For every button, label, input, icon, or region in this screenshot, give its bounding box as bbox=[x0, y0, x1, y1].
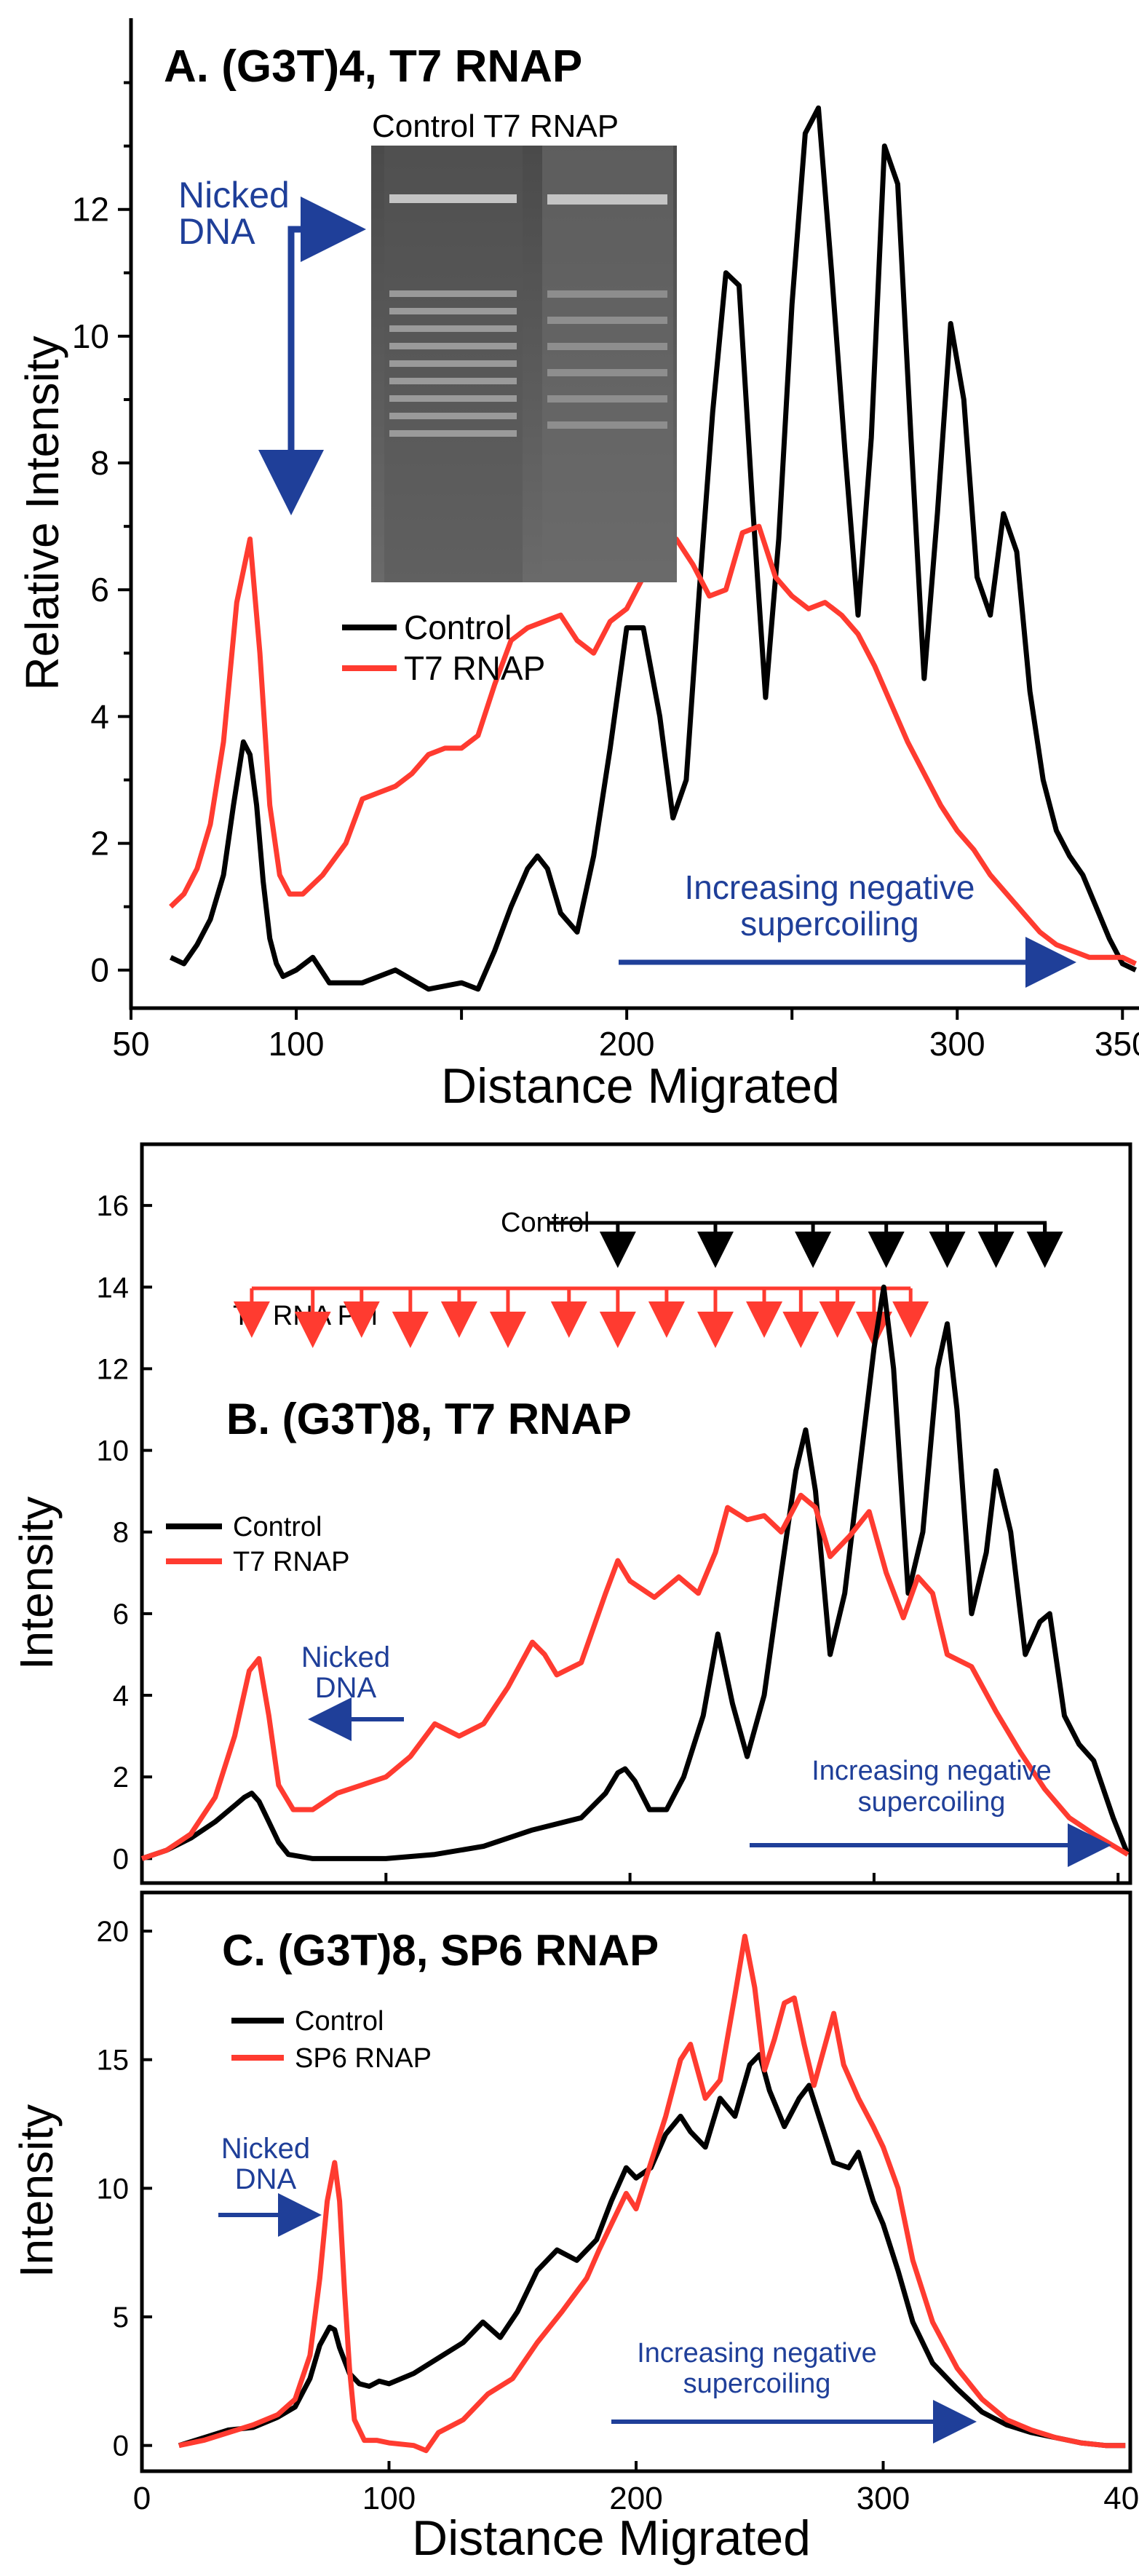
y-tick-label: 0 bbox=[113, 1843, 129, 1875]
gel-band bbox=[389, 290, 517, 297]
gel-band bbox=[389, 343, 517, 349]
panel-a: 0 2 4 6 8 10 12 50 100 200 300 350 A. (G3T)4, T7 RN… bbox=[16, 18, 1139, 1114]
nicked-dna-label: Nicked DNA bbox=[221, 2133, 310, 2195]
series-control-line bbox=[169, 105, 1138, 992]
panel-b-title: B. (G3T)8, T7 RNAP bbox=[226, 1395, 632, 1443]
y-tick-label: 10 bbox=[72, 317, 109, 355]
panel-b: 0 2 4 6 8 10 12 14 16 Control T7 RNA Pol B. (G3T… bbox=[10, 1142, 1132, 1885]
y-tick-label: 20 bbox=[97, 1916, 130, 1948]
panel-c-x-label: Distance Migrated bbox=[412, 2510, 811, 2566]
x-tick-label: 350 bbox=[1095, 1025, 1139, 1063]
y-tick-label: 5 bbox=[113, 2302, 129, 2334]
x-tick-label: 100 bbox=[269, 1025, 325, 1063]
supercoiling-annotation: Increasing negative supercoiling bbox=[619, 868, 1076, 988]
series-t7-rnap-line bbox=[140, 1492, 1130, 1861]
panel-c-title: C. (G3T)8, SP6 RNAP bbox=[222, 1926, 659, 1975]
gel-band bbox=[389, 378, 517, 384]
legend-sp6-label: SP6 RNAP bbox=[295, 2043, 432, 2074]
panel-a-title: A. (G3T)4, T7 RNAP bbox=[164, 41, 582, 92]
legend-t7-label: T7 RNAP bbox=[404, 649, 545, 687]
y-tick-label: 6 bbox=[113, 1598, 129, 1630]
gel-band bbox=[389, 395, 517, 402]
gel-band bbox=[389, 430, 517, 437]
supercoiling-label: Increasing negative supercoiling bbox=[685, 868, 975, 943]
y-tick-label: 16 bbox=[97, 1190, 130, 1222]
y-tick-label: 12 bbox=[72, 191, 109, 229]
t7-arrow-label: T7 RNA Pol bbox=[233, 1301, 378, 1331]
legend-control-label: Control bbox=[233, 1512, 322, 1542]
panel-a-y-label: Relative Intensity bbox=[16, 336, 68, 690]
gel-band bbox=[389, 413, 517, 419]
gel-band bbox=[547, 343, 667, 350]
x-tick-label: 0 bbox=[133, 2481, 151, 2516]
y-tick-label: 0 bbox=[90, 951, 109, 989]
gel-inset-label: Control T7 RNAP bbox=[372, 108, 619, 144]
y-tick-label: 8 bbox=[90, 444, 109, 482]
y-tick-label: 12 bbox=[97, 1353, 130, 1385]
gel-band bbox=[389, 325, 517, 332]
x-tick-label: 100 bbox=[362, 2481, 416, 2516]
nicked-dna-label: Nicked DNA bbox=[178, 175, 290, 252]
x-tick-label: 50 bbox=[112, 1025, 149, 1063]
gel-band bbox=[389, 360, 517, 367]
gel-band bbox=[547, 395, 667, 403]
gel-band bbox=[389, 308, 517, 314]
panel-b-frame bbox=[140, 1142, 1132, 1885]
series-control-line bbox=[140, 1284, 1130, 1861]
legend-control-label: Control bbox=[295, 2006, 384, 2037]
gel-band bbox=[547, 317, 667, 324]
legend-panel-a: Control T7 RNAP bbox=[342, 609, 545, 687]
series-t7-rnap-line bbox=[169, 523, 1138, 967]
y-tick-label: 6 bbox=[90, 571, 109, 609]
legend-t7-label: T7 RNAP bbox=[233, 1547, 349, 1577]
supercoiling-annotation: Increasing negative supercoiling bbox=[750, 1756, 1111, 1867]
nicked-dna-annotation: Nicked DNA bbox=[218, 2133, 322, 2237]
x-tick-label: 400 bbox=[1103, 2481, 1139, 2516]
x-tick-label: 300 bbox=[857, 2481, 910, 2516]
y-tick-label: 0 bbox=[113, 2430, 129, 2462]
y-tick-label: 2 bbox=[113, 1761, 129, 1794]
gel-band bbox=[547, 421, 667, 429]
y-tick-label: 4 bbox=[90, 697, 109, 735]
gel-inset: Control T7 RNAP bbox=[371, 108, 677, 582]
control-peak-bracket bbox=[548, 1221, 1047, 1259]
y-tick-label: 10 bbox=[97, 2173, 130, 2205]
gel-band bbox=[547, 369, 667, 376]
supercoiling-label: Increasing negative supercoiling bbox=[637, 2338, 877, 2399]
y-tick-label: 10 bbox=[97, 1435, 130, 1467]
y-tick-label: 8 bbox=[113, 1517, 129, 1549]
legend-panel-c: Control SP6 RNAP bbox=[231, 2006, 432, 2074]
x-tick-label: 200 bbox=[609, 2481, 662, 2516]
y-tick-label: 14 bbox=[97, 1272, 130, 1304]
legend-control-label: Control bbox=[404, 609, 512, 646]
supercoiling-annotation: Increasing negative supercoiling bbox=[611, 2338, 977, 2444]
x-tick-label: 300 bbox=[929, 1025, 985, 1063]
nicked-dna-label: Nicked DNA bbox=[301, 1641, 390, 1704]
nicked-dna-annotation: Nicked DNA bbox=[301, 1641, 404, 1741]
y-tick-label: 15 bbox=[97, 2045, 130, 2077]
panel-c: 051015200100200300400 C. (G3T)8, SP6 RNA… bbox=[10, 1890, 1139, 2566]
panel-a-x-label: Distance Migrated bbox=[441, 1058, 840, 1114]
nicked-dna-arrow bbox=[287, 197, 366, 506]
nicked-dna-annotation: Nicked DNA bbox=[178, 175, 366, 515]
supercoiling-label: Increasing negative supercoiling bbox=[811, 1756, 1052, 1818]
gel-band bbox=[547, 194, 667, 205]
series-sp6-rnap-line bbox=[178, 1933, 1126, 2454]
y-tick-label: 2 bbox=[90, 825, 109, 863]
panel-c-y-label: Intensity bbox=[10, 2104, 63, 2278]
gel-band bbox=[389, 194, 517, 203]
y-tick-label: 4 bbox=[113, 1680, 129, 1712]
legend-panel-b: Control T7 RNAP bbox=[166, 1512, 349, 1577]
panel-b-y-label: Intensity bbox=[10, 1497, 63, 1670]
gel-lane-right bbox=[542, 146, 673, 582]
gel-band bbox=[547, 290, 667, 298]
x-tick-label: 200 bbox=[599, 1025, 655, 1063]
